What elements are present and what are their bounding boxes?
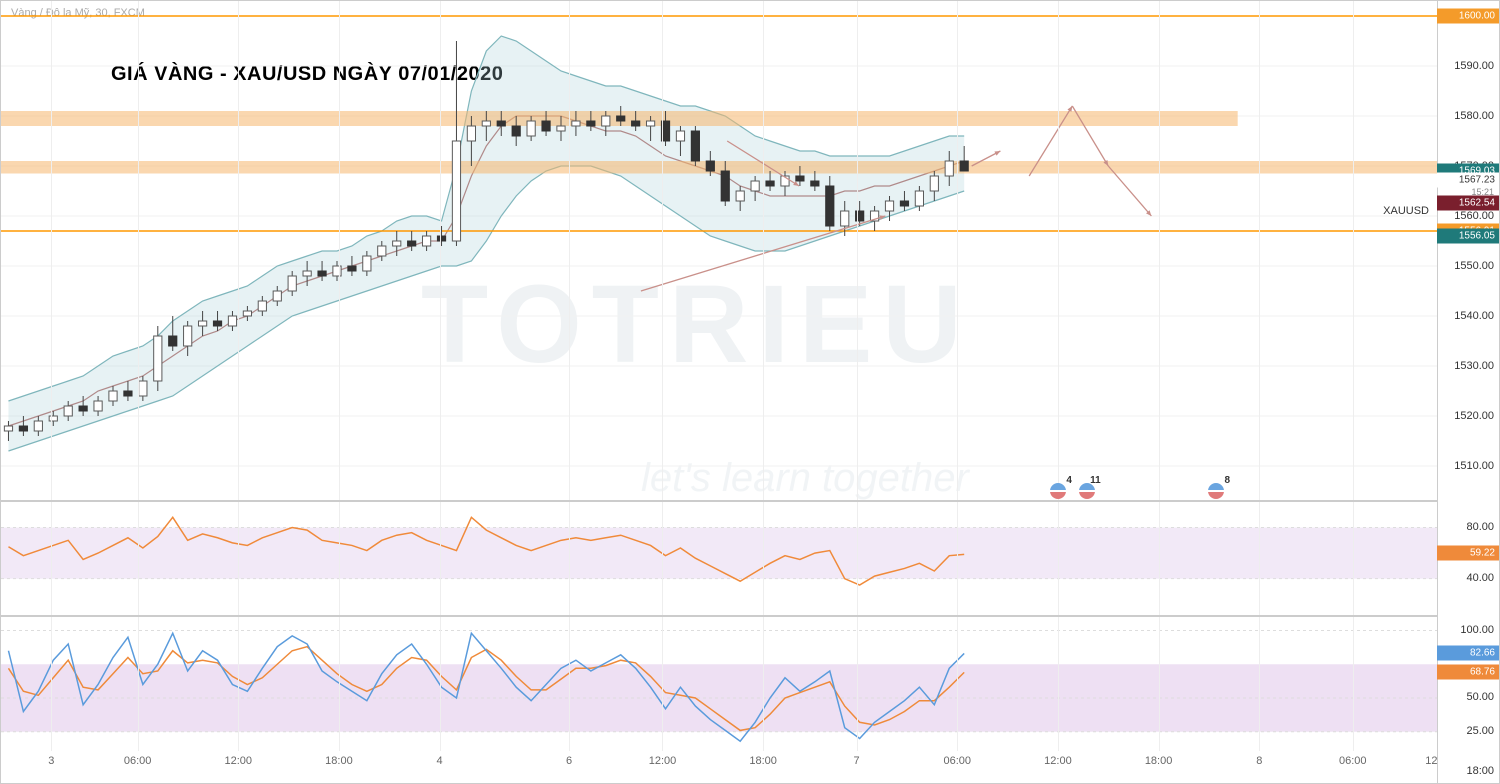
x-axis-tick: 12:00 (1044, 755, 1072, 767)
news-marker[interactable]: 4 (1050, 483, 1066, 499)
x-axis-tick: 06:00 (124, 755, 152, 767)
x-axis-tick: 6 (566, 755, 572, 767)
x-axis-tick: 06:00 (944, 755, 972, 767)
price-flag: 59.22 (1437, 546, 1499, 561)
y-axis-tick: 80.00 (1466, 521, 1494, 533)
x-axis-tick: 12:00 (649, 755, 677, 767)
time-axis: 3 06:00 12:00 18:00 4 6 12:00 18:00 7 06:00 12:00 1… (1, 751, 1439, 784)
main-price-panel[interactable]: 4 11 8 (1, 1, 1439, 501)
x-axis-tick: 7 (854, 755, 860, 767)
y-axis-tick: 1560.00 (1454, 210, 1494, 222)
price-flag: 1562.54 (1437, 196, 1499, 211)
y-axis-tick: 100.00 (1460, 624, 1494, 636)
news-marker[interactable]: 11 (1079, 483, 1095, 499)
rsi-panel[interactable] (1, 501, 1439, 616)
y-axis-tick: 1540.00 (1454, 310, 1494, 322)
y-axis-tick: 40.00 (1466, 572, 1494, 584)
stochastic-panel[interactable] (1, 616, 1439, 751)
y-axis-tick: 1510.00 (1454, 460, 1494, 472)
x-axis-tick: 18:00 (749, 755, 777, 767)
y-axis-tick: 1520.00 (1454, 410, 1494, 422)
y-axis-tick: 1580.00 (1454, 110, 1494, 122)
y-axis-tick: 1530.00 (1454, 360, 1494, 372)
price-flag: 68.76 (1437, 664, 1499, 679)
x-axis-tick: 3 (48, 755, 54, 767)
x-axis-tick: 4 (437, 755, 443, 767)
news-marker[interactable]: 8 (1208, 483, 1224, 499)
price-flag: 1556.05 (1437, 228, 1499, 243)
y-axis-tick: 1550.00 (1454, 260, 1494, 272)
price-flag: 1567.23 (1437, 172, 1499, 187)
trading-chart: Vàng / Đô la Mỹ, 30, FXCM GIÁ VÀNG - XAU… (0, 0, 1500, 784)
y-axis-tick: 50.00 (1466, 691, 1494, 703)
price-axis: 1510.00 1520.00 1530.00 1540.00 1550.00 1560.… (1437, 1, 1499, 784)
y-axis-tick: 1590.00 (1454, 60, 1494, 72)
price-flag: 82.66 (1437, 645, 1499, 660)
x-axis-tick: 18:00 (1145, 755, 1173, 767)
y-axis-tick: 18:00 (1466, 765, 1494, 777)
x-axis-tick: 06:00 (1339, 755, 1367, 767)
price-flag: 1600.00 (1437, 9, 1499, 24)
symbol-label: XAUUSD (1383, 205, 1429, 217)
y-axis-tick: 25.00 (1466, 725, 1494, 737)
x-axis-tick: 18:00 (325, 755, 353, 767)
x-axis-tick: 8 (1256, 755, 1262, 767)
x-axis-tick: 12:00 (225, 755, 253, 767)
